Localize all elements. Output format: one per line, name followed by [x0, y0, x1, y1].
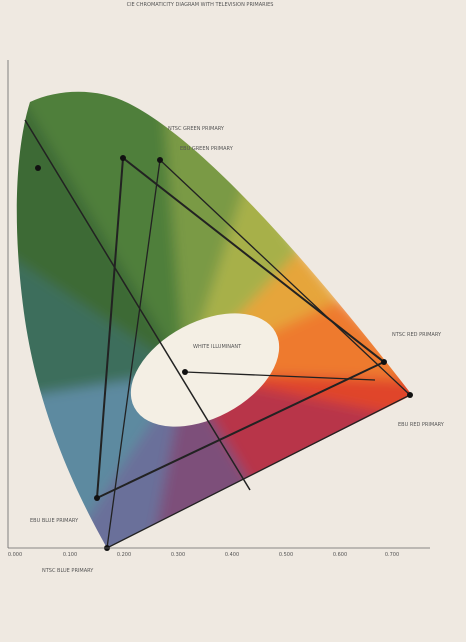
title: CIE CHROMATICITY DIAGRAM WITH TELEVISION… — [127, 2, 274, 8]
x-tick-label: 0.200 — [117, 552, 131, 558]
x-tick-label: 0.300 — [171, 552, 185, 558]
label: NTSC BLUE PRIMARY — [42, 568, 94, 574]
x-tick-label: 0.100 — [63, 552, 77, 558]
x-tick-label: 0.700 — [385, 552, 399, 558]
x-axis-labels: 0.000 0.100 0.200 0.300 0.400 0.500 0.60… — [8, 552, 399, 558]
label: WHITE ILLUMINANT — [193, 344, 242, 350]
label: NTSC GREEN PRIMARY — [168, 126, 225, 132]
label: EBU RED PRIMARY — [398, 422, 445, 428]
axes — [7, 60, 430, 549]
x-tick-label: 0.500 — [279, 552, 293, 558]
x-tick-label: 0.000 — [8, 552, 22, 558]
label: NTSC RED PRIMARY — [392, 332, 442, 338]
label: EBU BLUE PRIMARY — [30, 518, 79, 524]
x-tick-label: 0.600 — [333, 552, 347, 558]
gamut-lines — [24, 119, 412, 550]
primary-points — [35, 155, 413, 551]
label: EBU GREEN PRIMARY — [180, 146, 234, 152]
x-tick-label: 0.400 — [225, 552, 239, 558]
